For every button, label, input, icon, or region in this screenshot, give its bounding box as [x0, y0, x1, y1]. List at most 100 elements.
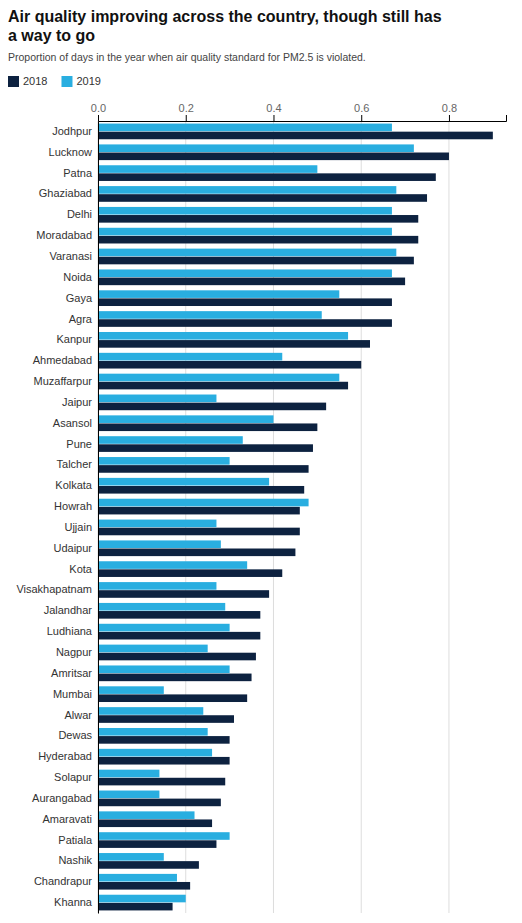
y-tick: Chandrapur	[34, 875, 92, 887]
bar	[98, 561, 247, 569]
bar	[98, 444, 313, 452]
y-tick: Kota	[69, 563, 93, 575]
y-tick-label: Varanasi	[49, 250, 92, 262]
y-tick-label: Nashik	[58, 854, 92, 866]
x-tick-mark	[186, 115, 187, 121]
title: Air quality improving across the country…	[8, 8, 442, 44]
y-tick: Ujjain	[64, 521, 92, 533]
y-tick: Noida	[63, 271, 93, 283]
bar	[98, 757, 230, 765]
bar	[98, 770, 159, 778]
y-tick-label: Mumbai	[53, 688, 92, 700]
y-tick-label: Moradabad	[36, 229, 92, 241]
y-tick-label: Amaravati	[42, 813, 92, 825]
x-tick: 0.2	[179, 102, 194, 121]
legend-item: 2019	[61, 75, 100, 87]
y-tick: Solapur	[54, 771, 92, 783]
bar	[98, 124, 392, 132]
x-tick-label: 0.0	[91, 102, 106, 114]
bar	[98, 228, 392, 236]
bar	[98, 194, 427, 202]
bar	[98, 632, 260, 640]
y-tick-label: Pune	[66, 438, 92, 450]
bar	[98, 298, 392, 306]
y-tick-label: Kota	[69, 563, 93, 575]
y-tick: Kolkata	[55, 479, 93, 491]
bar	[98, 686, 164, 694]
y-tick: Talcher	[57, 458, 93, 470]
y-tick-label: Aurangabad	[32, 792, 92, 804]
legend-item: 2018	[8, 75, 47, 87]
y-tick-label: Amritsar	[51, 667, 92, 679]
y-tick: Moradabad	[36, 229, 92, 241]
x-tick: 0.6	[354, 102, 369, 121]
bar	[98, 832, 230, 840]
bar	[98, 840, 216, 848]
bar	[98, 165, 317, 173]
bar	[98, 382, 348, 390]
y-tick: Mumbai	[53, 688, 92, 700]
y-tick-label: Jodhpur	[52, 125, 92, 137]
bar	[98, 236, 418, 244]
bar	[98, 395, 216, 403]
title-line: a way to go	[8, 27, 95, 44]
x-tick-label: 0.6	[354, 102, 369, 114]
bar	[98, 611, 260, 619]
bar	[98, 153, 449, 161]
bar	[98, 749, 212, 757]
bar	[98, 249, 396, 257]
legend: 2018 2019	[8, 75, 101, 87]
y-tick: Delhi	[67, 208, 92, 220]
y-tick-label: Nagpur	[56, 646, 92, 658]
y-tick-label: Solapur	[54, 771, 92, 783]
bar	[98, 882, 190, 890]
bar	[98, 319, 392, 327]
bar	[98, 819, 212, 827]
bar	[98, 361, 361, 369]
bar	[98, 903, 173, 911]
y-tick: Ghaziabad	[39, 187, 92, 199]
bar	[98, 778, 225, 786]
bar	[98, 507, 300, 515]
x-axis: 0.0 0.2 0.4 0.6 0.8	[91, 102, 507, 122]
bar	[98, 569, 282, 577]
bar	[98, 582, 216, 590]
x-tick: 0.4	[266, 102, 281, 121]
bar	[98, 653, 256, 661]
bars	[98, 124, 493, 911]
y-tick-label: Delhi	[67, 208, 92, 220]
y-tick-label: Muzaffarpur	[34, 375, 93, 387]
y-tick-label: Chandrapur	[34, 875, 92, 887]
bar	[98, 403, 326, 411]
x-tick: 0.8	[442, 102, 457, 121]
y-tick: Kanpur	[57, 333, 93, 345]
y-tick: Agra	[69, 313, 93, 325]
y-tick-label: Noida	[63, 271, 93, 283]
y-tick: Ahmedabad	[33, 354, 92, 366]
bar	[98, 457, 230, 465]
bar	[98, 311, 322, 319]
y-tick-label: Talcher	[57, 458, 93, 470]
bar	[98, 874, 177, 882]
y-axis: JodhpurLucknowPatnaGhaziabadDelhiMoradab…	[16, 122, 98, 914]
x-tick-mark	[361, 115, 362, 121]
bar	[98, 207, 392, 215]
bar	[98, 707, 203, 715]
bar	[98, 278, 405, 286]
bar	[98, 540, 221, 548]
y-tick-label: Agra	[69, 313, 93, 325]
bar	[98, 645, 208, 653]
x-tick-mark	[449, 115, 450, 121]
bar	[98, 895, 186, 903]
bar-series	[98, 124, 414, 903]
bar	[98, 374, 339, 382]
y-tick-label: Udaipur	[53, 542, 92, 554]
x-tick-label: 0.4	[266, 102, 281, 114]
bar	[98, 853, 164, 861]
bar	[98, 520, 216, 528]
y-tick: Nagpur	[56, 646, 92, 658]
legend-swatch	[61, 76, 72, 87]
bar	[98, 423, 317, 431]
y-tick: Jalandhar	[44, 604, 93, 616]
y-tick-label: Kanpur	[57, 333, 93, 345]
